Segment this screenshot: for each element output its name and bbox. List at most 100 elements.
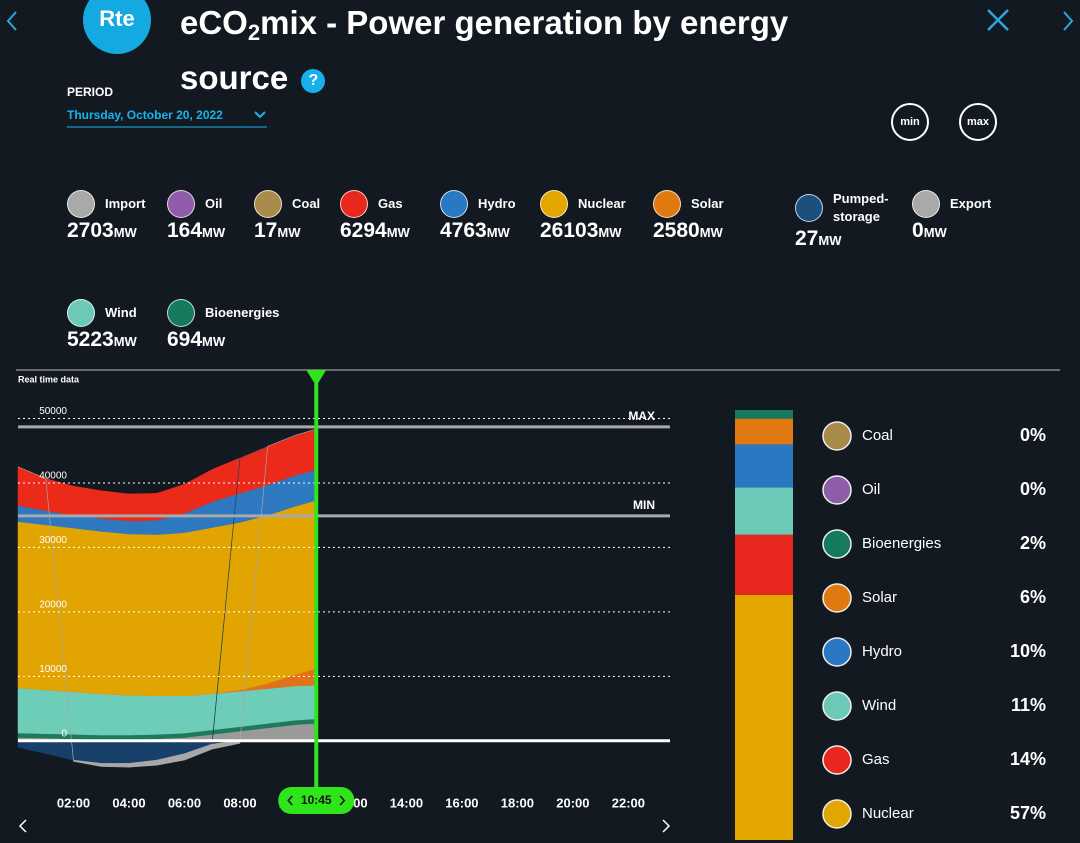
x-tick-label: 20:00 [556,795,589,810]
legend-value: 10% [1010,641,1046,661]
value-unit: MW [386,225,410,240]
legend-name: Wind [862,697,896,714]
y-tick-label: 50000 [39,406,67,417]
legend-value: 6% [1020,587,1046,607]
min-label: min [900,116,920,128]
source-name: Bioenergies [205,305,280,320]
chart-prev[interactable] [18,819,27,833]
source-header: Export [912,190,991,218]
x-tick-label: 02:00 [57,795,90,810]
x-tick-label: 06:00 [168,795,201,810]
legend-icon [822,745,852,775]
date: Thursday, October 20, 2022 [67,108,223,122]
min-button[interactable]: min [891,103,929,141]
legend-icon [822,799,852,829]
source-icon [440,190,468,218]
value-number: 17 [254,219,278,242]
legend-icon [822,529,852,559]
y-tick-label: 20000 [39,600,67,611]
logo-text: Rte [99,6,134,31]
source-value: 17MW [254,219,320,243]
source-card: Pumped-storage 27MW [795,190,899,251]
value-unit: MW [486,225,510,240]
source-card: Bioenergies 694MW [167,299,280,352]
source-value: 26103MW [540,219,626,243]
cursor-left [287,795,293,806]
next-arrow[interactable] [1063,11,1074,31]
cursor-handle[interactable] [306,370,327,386]
source-card: Nuclear 26103MW [540,190,626,243]
legend-value: 57% [1010,803,1046,823]
source-name: Hydro [478,196,516,211]
cursor-pill[interactable] [278,787,355,814]
source-card: Solar 2580MW [653,190,724,243]
source-name: Wind [105,305,137,320]
value-unit: MW [598,225,622,240]
source-header: Gas [340,190,410,218]
x-tick-label: 22:00 [612,795,645,810]
cursor-right [339,795,346,806]
source-name: Solar [691,196,724,211]
value-number: 27 [795,227,819,250]
source-header: Hydro [440,190,516,218]
value-number: 0 [912,219,924,242]
title-part: eCO [180,4,248,41]
value-unit: MW [202,334,226,349]
legend-value: 0% [1020,425,1046,445]
date-picker[interactable]: Thursday, October 20, 2022 [67,108,267,128]
source-header: Wind [67,299,137,327]
value-number: 2580 [653,219,700,242]
source-card: Export 0MW [912,190,991,243]
y-tick-label: 0 [61,728,67,739]
source-value: 164MW [167,219,225,243]
source-icon [540,190,568,218]
legend-icon [822,637,852,667]
legend-name: Gas [862,751,890,768]
value-number: 694 [167,328,203,351]
prev-arrow[interactable] [6,11,17,31]
source-value: 2703MW [67,219,145,243]
legend-icon [822,475,852,505]
source-name: Oil [205,196,223,211]
legend-icon [822,583,852,613]
logo [83,0,151,54]
legend-value: 11% [1011,695,1046,715]
max-button[interactable]: max [959,103,997,141]
chart-next[interactable] [662,819,671,833]
help-button[interactable]: ? [301,69,326,93]
bar-segment [735,410,793,419]
source-name: Pumped-storage [833,191,889,224]
bar-segment [735,594,793,840]
source-icon [795,194,823,222]
close-button[interactable] [987,9,1009,31]
source-card: Gas 6294MW [340,190,410,243]
legend-name: Hydro [862,643,902,660]
title-part: mix - Power generation by energy source [180,4,789,96]
source-value: 5223MW [67,328,137,352]
source-icon [67,299,95,327]
title-subscript: 2 [247,20,261,45]
source-value: 6294MW [340,219,410,243]
source-icon [912,190,940,218]
legend-name: Bioenergies [862,535,941,552]
source-value: 4763MW [440,219,516,243]
source-card: Import 2703MW [67,190,145,243]
bar-segment [735,418,793,445]
value-number: 2703 [67,219,114,242]
bar-segment [735,487,793,535]
legend-name: Oil [862,481,880,498]
value-unit: MW [113,334,137,349]
legend-value: 2% [1020,533,1046,553]
reference-label: MAX [628,409,655,423]
source-icon [653,190,681,218]
value-unit: MW [699,225,723,240]
max-label: max [967,116,990,128]
chart-title: Real time data [18,374,80,384]
source-name: Export [950,196,992,211]
source-icon [340,190,368,218]
value-unit: MW [923,225,947,240]
legend-icon [822,421,852,451]
source-card: Hydro 4763MW [440,190,516,243]
